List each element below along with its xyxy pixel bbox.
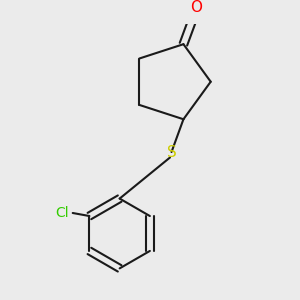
- Text: S: S: [167, 145, 176, 160]
- Text: Cl: Cl: [55, 206, 69, 220]
- Text: O: O: [190, 0, 202, 15]
